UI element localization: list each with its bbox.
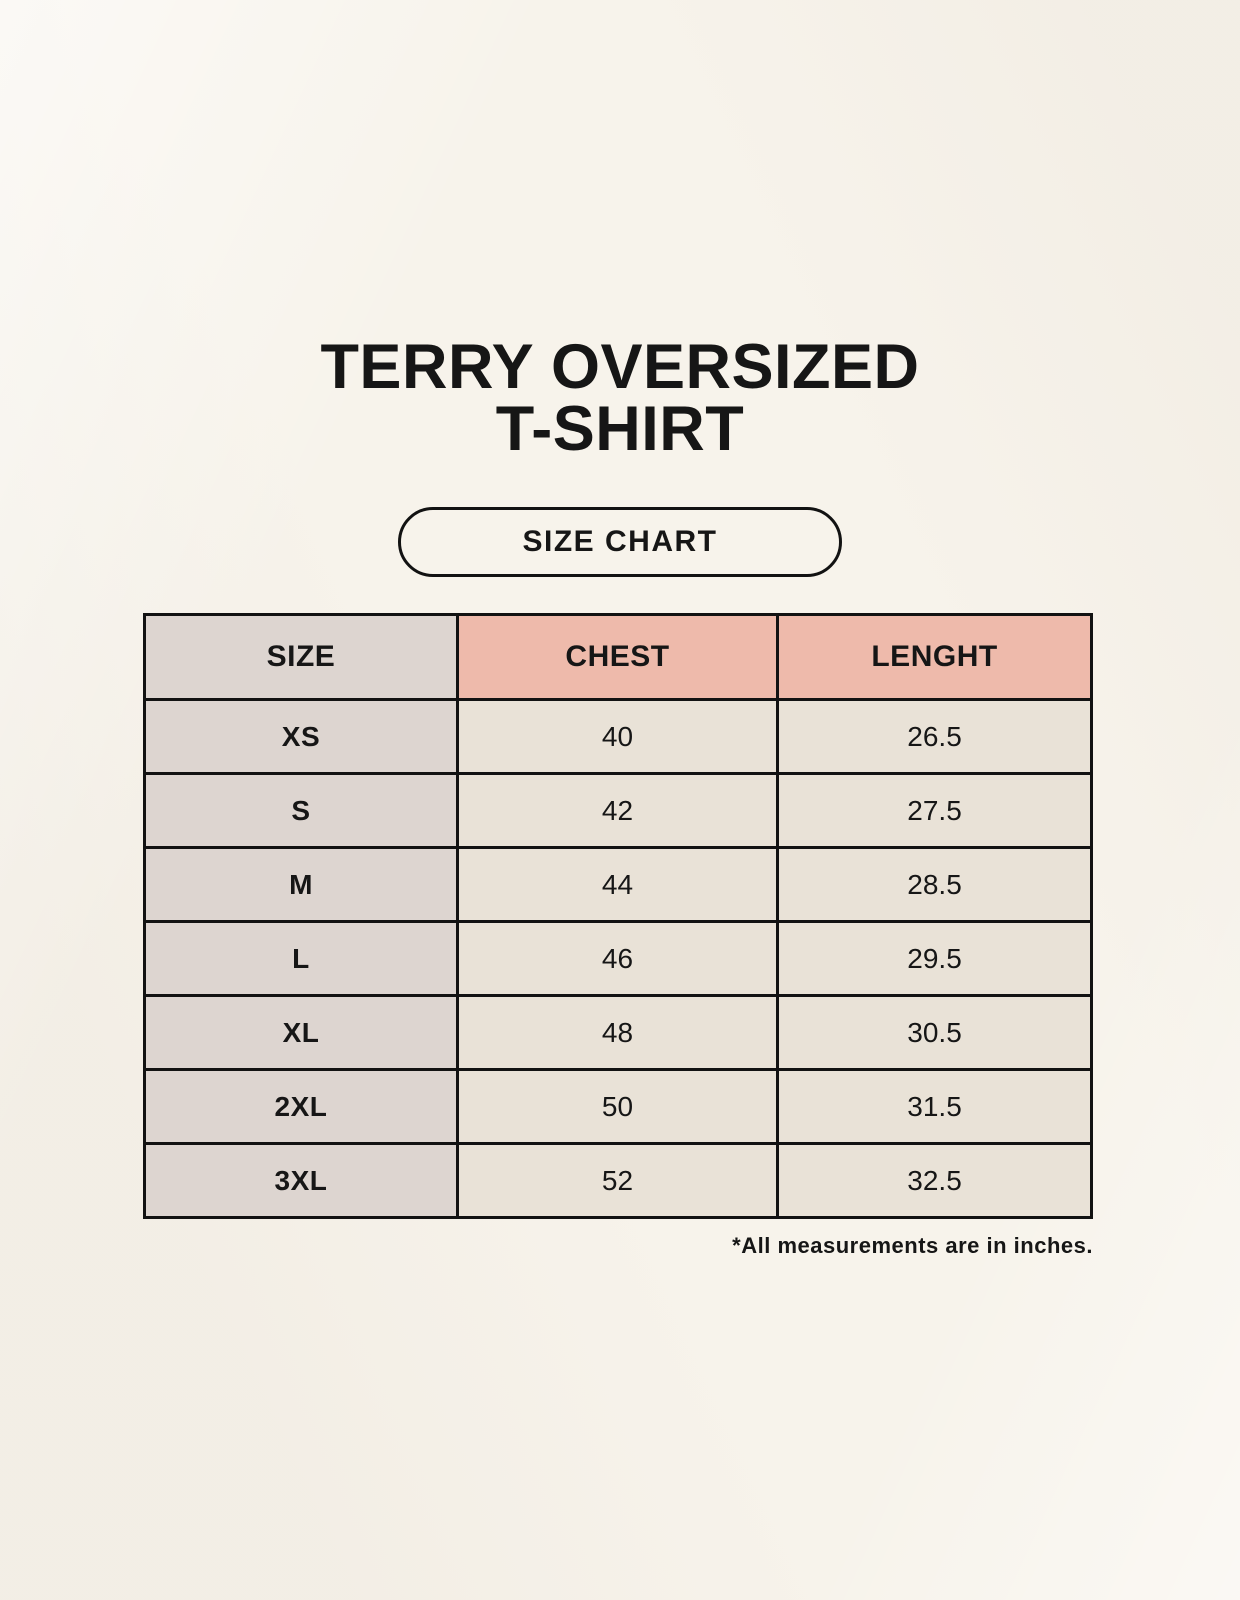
size-label: L: [143, 920, 459, 997]
size-label: M: [143, 846, 459, 923]
measurements-note: *All measurements are in inches.: [732, 1233, 1093, 1258]
length-value: 27.5: [776, 772, 1093, 849]
table-row: S 42 27.5: [143, 772, 1093, 849]
length-value: 26.5: [776, 698, 1093, 775]
length-value: 29.5: [776, 920, 1093, 997]
table-row: XL 48 30.5: [143, 994, 1093, 1071]
length-value: 28.5: [776, 846, 1093, 923]
length-value: 30.5: [776, 994, 1093, 1071]
page-title-line2: T-SHIRT: [495, 394, 745, 464]
size-label: 3XL: [143, 1142, 459, 1219]
table-row: XS 40 26.5: [143, 698, 1093, 775]
size-label: 2XL: [143, 1068, 459, 1145]
column-header-chest: CHEST: [455, 613, 780, 701]
table-row: 3XL 52 32.5: [143, 1142, 1093, 1219]
chest-value: 48: [455, 994, 780, 1071]
chest-value: 40: [455, 698, 780, 775]
column-header-length: LENGHT: [776, 613, 1093, 701]
page-title: TERRY OVERSIZED T-SHIRT: [0, 332, 1240, 464]
chest-value: 50: [455, 1068, 780, 1145]
table-row: M 44 28.5: [143, 846, 1093, 923]
size-table-container: SIZE CHEST LENGHT XS 40 26.5 S 42 27.5 M: [143, 613, 1093, 1219]
size-table: SIZE CHEST LENGHT XS 40 26.5 S 42 27.5 M: [143, 613, 1093, 1219]
page-title-line1: TERRY OVERSIZED: [320, 332, 920, 402]
chest-value: 46: [455, 920, 780, 997]
table-header-row: SIZE CHEST LENGHT: [143, 613, 1093, 701]
chest-value: 44: [455, 846, 780, 923]
length-value: 31.5: [776, 1068, 1093, 1145]
chest-value: 42: [455, 772, 780, 849]
size-chart-badge-label: SIZE CHART: [522, 525, 718, 558]
table-row: 2XL 50 31.5: [143, 1068, 1093, 1145]
column-header-size: SIZE: [143, 613, 459, 701]
size-chart-badge: SIZE CHART: [398, 507, 842, 577]
chest-value: 52: [455, 1142, 780, 1219]
size-label: XL: [143, 994, 459, 1071]
size-label: S: [143, 772, 459, 849]
table-row: L 46 29.5: [143, 920, 1093, 997]
size-label: XS: [143, 698, 459, 775]
length-value: 32.5: [776, 1142, 1093, 1219]
